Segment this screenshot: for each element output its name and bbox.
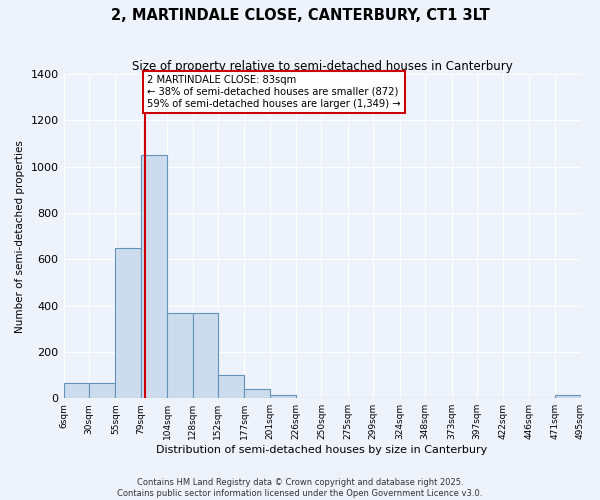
Bar [115,248,141,398]
Bar [193,312,218,398]
Bar [89,383,115,398]
Bar [555,394,581,398]
Bar [218,375,244,398]
Bar [269,394,296,398]
Title: Size of property relative to semi-detached houses in Canterbury: Size of property relative to semi-detach… [131,60,512,73]
Bar [141,155,167,398]
X-axis label: Distribution of semi-detached houses by size in Canterbury: Distribution of semi-detached houses by … [157,445,488,455]
Bar [167,312,193,398]
Bar [244,389,269,398]
Text: Contains HM Land Registry data © Crown copyright and database right 2025.
Contai: Contains HM Land Registry data © Crown c… [118,478,482,498]
Text: 2, MARTINDALE CLOSE, CANTERBURY, CT1 3LT: 2, MARTINDALE CLOSE, CANTERBURY, CT1 3LT [110,8,490,22]
Bar [64,383,89,398]
Text: 2 MARTINDALE CLOSE: 83sqm
← 38% of semi-detached houses are smaller (872)
59% of: 2 MARTINDALE CLOSE: 83sqm ← 38% of semi-… [147,76,401,108]
Y-axis label: Number of semi-detached properties: Number of semi-detached properties [15,140,25,332]
